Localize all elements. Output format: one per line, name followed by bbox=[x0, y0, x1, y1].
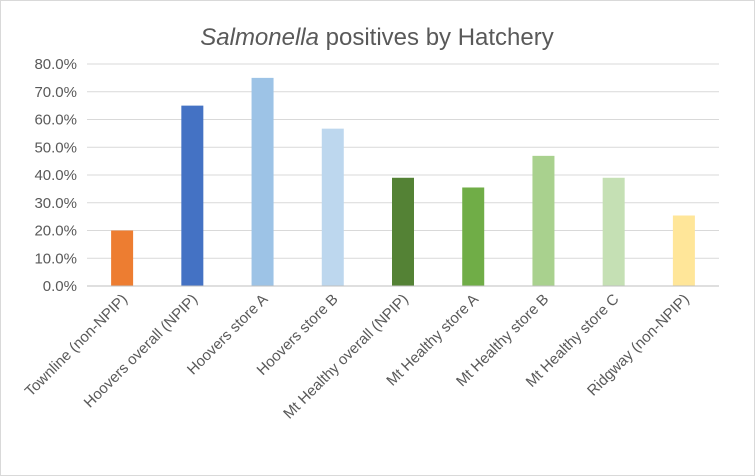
bar bbox=[602, 177, 625, 286]
bar bbox=[181, 105, 204, 286]
bar bbox=[251, 77, 274, 286]
chart-title: Salmonella positives by Hatchery bbox=[200, 24, 554, 51]
bar bbox=[392, 177, 414, 286]
y-tick-label: 0.0% bbox=[43, 278, 77, 295]
y-tick-label: 50.0% bbox=[34, 139, 77, 156]
bar bbox=[532, 155, 555, 286]
bar bbox=[462, 187, 485, 286]
y-tick-label: 80.0% bbox=[34, 56, 77, 73]
y-tick-label: 20.0% bbox=[34, 223, 77, 240]
y-tick-label: 40.0% bbox=[34, 167, 77, 184]
chart-title-rest: positives by Hatchery bbox=[319, 24, 554, 51]
y-tick-label: 60.0% bbox=[34, 112, 77, 129]
bar bbox=[321, 128, 344, 286]
y-axis-tick-labels: 0.0% 10.0% 20.0% 30.0% 40.0% 50.0% 60.0% 70.0% 8… bbox=[34, 56, 77, 295]
x-axis-category-labels: Townline (non-NPIP)Hoovers overall (NPIP… bbox=[22, 291, 693, 423]
x-category-label: Hoovers overall (NPIP) bbox=[81, 291, 201, 411]
bars bbox=[111, 77, 695, 286]
y-tick-label: 70.0% bbox=[34, 84, 77, 101]
bar bbox=[111, 230, 134, 286]
y-tick-label: 30.0% bbox=[34, 195, 77, 212]
chart-title-italic: Salmonella bbox=[200, 24, 319, 51]
x-category-label: Mt Healthy overall (NPIP) bbox=[280, 291, 412, 423]
y-tick-label: 10.0% bbox=[34, 250, 77, 267]
bar bbox=[672, 215, 695, 286]
